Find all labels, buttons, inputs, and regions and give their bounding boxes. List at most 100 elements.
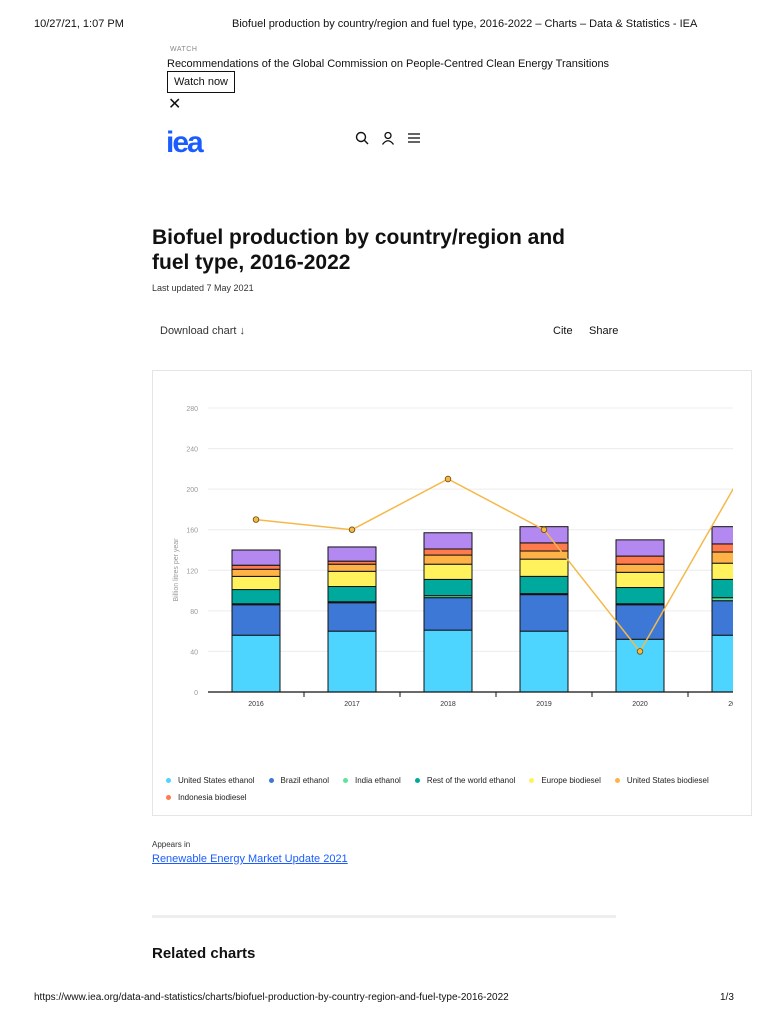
bar-segment (711, 543, 733, 553)
bar-segment (519, 550, 569, 560)
banner-label: WATCH (170, 46, 198, 53)
legend-item[interactable]: Indonesia biodiesel (166, 793, 247, 802)
bar-segment (519, 630, 569, 693)
download-chart-button[interactable]: Download chart ↓ (160, 325, 245, 337)
print-title: Biofuel production by country/region and… (232, 18, 698, 30)
chart: 0 40 80 120 160 200 240 280 Billion litres per y… (173, 406, 733, 708)
x-tick-label: 2021 (728, 701, 733, 708)
watch-now-button[interactable]: Watch now (167, 71, 236, 93)
bar-segment (231, 634, 281, 693)
bar-segment (615, 571, 665, 589)
legend-dot-icon (614, 778, 620, 783)
legend-dot-icon (166, 778, 171, 783)
legend-item[interactable]: Brazil ethanol (268, 776, 329, 785)
legend-item[interactable]: Europe biodiesel (529, 776, 601, 785)
bar-segment (327, 586, 377, 603)
legend-item[interactable]: United States ethanol (166, 776, 255, 785)
legend-label: United States biodiesel (626, 776, 709, 785)
legend-dot-icon (414, 778, 420, 783)
legend-label: Europe biodiesel (541, 776, 601, 785)
bar-segment (231, 549, 281, 566)
growth-rate-line (255, 478, 733, 653)
last-updated: Last updated 7 May 2021 (152, 283, 254, 293)
x-tick-label: 2018 (440, 701, 456, 708)
x-tick-label: 2016 (248, 701, 264, 708)
bar-segment (519, 558, 569, 577)
y-tick-label: 240 (186, 447, 198, 454)
bar-segment (615, 604, 665, 640)
legend-dot-icon (342, 778, 348, 783)
x-tick-label: 2019 (536, 701, 552, 708)
bar-segment (231, 568, 281, 577)
bar-segment (519, 594, 569, 632)
bar-segment (615, 638, 665, 693)
close-icon[interactable]: ✕ (168, 96, 182, 113)
legend-item[interactable]: Rest of the world ethanol (414, 776, 516, 785)
bar-segment (711, 600, 733, 636)
print-date: 10/27/21, 1:07 PM (34, 18, 124, 30)
growth-rate-point (252, 516, 260, 523)
bar-segment (711, 526, 733, 545)
bar-segment (327, 630, 377, 693)
y-tick-label: 0 (194, 690, 198, 697)
appears-in-label: Appears in (152, 840, 191, 849)
bar-segment (423, 629, 473, 693)
related-charts-heading: Related charts (152, 945, 256, 962)
divider (152, 915, 616, 918)
bar-segment (231, 564, 281, 570)
x-tick-label: 2020 (632, 701, 648, 708)
legend-label: Rest of the world ethanol (426, 776, 516, 785)
bar-segment (519, 542, 569, 552)
legend-dot-icon (166, 795, 171, 800)
x-tick-label: 2017 (344, 701, 360, 708)
footer-page-number: 1/3 (720, 992, 734, 1003)
bar-segment (231, 604, 281, 636)
y-tick-label: 160 (186, 528, 198, 535)
chart-container (152, 370, 752, 816)
bar-segment (615, 587, 665, 605)
bar-segment (615, 563, 665, 573)
bar-segment (327, 563, 377, 572)
banner-text: Recommendations of the Global Commission… (167, 58, 610, 70)
y-axis-label: Billion litres per year (173, 538, 180, 602)
bar-segment (423, 597, 473, 631)
y-tick-label: 200 (186, 487, 198, 494)
bar-segment (615, 555, 665, 565)
bar-segment (423, 548, 473, 556)
legend-label: India ethanol (354, 776, 401, 785)
report-link[interactable]: Renewable Energy Market Update 2021 (152, 853, 348, 865)
bar-segment (711, 597, 733, 602)
bar-segment (519, 575, 569, 595)
growth-rate-point (636, 648, 644, 655)
share-button[interactable]: Share (589, 325, 619, 337)
legend-label: United States ethanol (178, 776, 255, 785)
menu-icon[interactable] (407, 131, 421, 149)
bar-segment (327, 570, 377, 588)
legend-label: Indonesia biodiesel (178, 793, 247, 802)
page-title: Biofuel production by country/region and… (152, 226, 565, 274)
legend-label: Brazil ethanol (280, 776, 329, 785)
cite-button[interactable]: Cite (553, 325, 573, 337)
bar-segment (231, 575, 281, 591)
bar-segment (711, 551, 733, 564)
bar-segment (423, 578, 473, 597)
legend-dot-icon (529, 778, 535, 783)
y-tick-label: 80 (190, 609, 198, 616)
growth-rate-point (348, 526, 356, 533)
y-tick-label: 280 (186, 406, 198, 413)
bar-segment (231, 589, 281, 605)
search-icon[interactable] (355, 131, 369, 149)
bar-segment (327, 546, 377, 562)
y-tick-label: 120 (186, 568, 198, 575)
bar-segment (423, 532, 473, 550)
bar-segment (615, 539, 665, 557)
legend-item[interactable]: United States biodiesel (614, 776, 709, 785)
bar-segment (327, 602, 377, 632)
chart-legend: United States ethanol Brazil ethanol India… (166, 776, 736, 816)
bar-segment (711, 578, 733, 599)
footer-url: https://www.iea.org/data-and-statistics/… (34, 992, 509, 1003)
legend-item[interactable]: India ethanol (342, 776, 401, 785)
y-tick-label: 40 (190, 649, 198, 656)
iea-logo[interactable]: iea (166, 126, 204, 159)
user-icon[interactable] (381, 131, 395, 149)
